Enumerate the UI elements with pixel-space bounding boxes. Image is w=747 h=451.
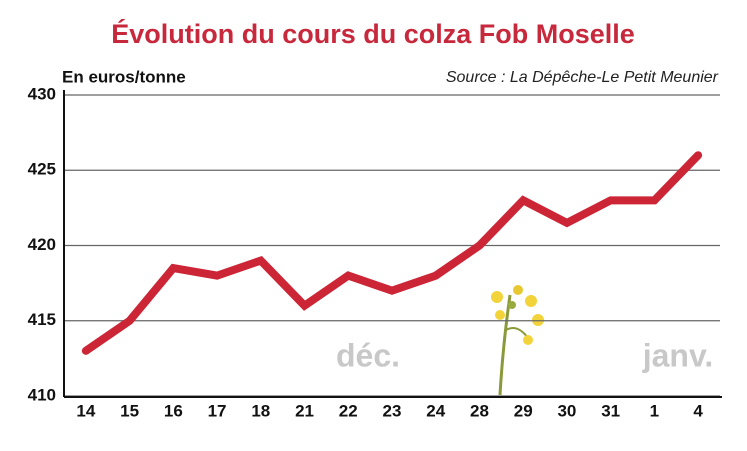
x-tick-label: 18 <box>251 401 270 420</box>
x-tick-label: 21 <box>295 401 314 420</box>
x-tick-label: 4 <box>693 401 703 420</box>
x-tick-label: 17 <box>208 401 227 420</box>
annotation: janv. <box>642 337 714 373</box>
y-axis-label: En euros/tonne <box>62 67 186 86</box>
x-tick-label: 28 <box>470 401 489 420</box>
y-tick-label: 415 <box>28 310 56 329</box>
x-tick-label: 15 <box>120 401 139 420</box>
x-tick-label: 29 <box>514 401 533 420</box>
x-tick-label: 16 <box>164 401 183 420</box>
x-tick-label: 31 <box>601 401 620 420</box>
chart-title: Évolution du cours du colza Fob Moselle <box>111 18 635 49</box>
y-tick-label: 410 <box>28 385 56 404</box>
x-tick-label: 30 <box>557 401 576 420</box>
line-series <box>81 151 703 355</box>
x-tick-label: 1 <box>650 401 659 420</box>
x-tick-label: 14 <box>76 401 95 420</box>
y-tick-label: 420 <box>28 235 56 254</box>
source: Source : La Dépêche-Le Petit Meunier <box>446 69 719 86</box>
x-tick-label: 22 <box>339 401 358 420</box>
x-tick-label: 23 <box>383 401 402 420</box>
flower-illustration <box>491 285 544 396</box>
annotation: déc. <box>336 337 400 373</box>
y-tick-label: 430 <box>28 84 56 103</box>
x-tick-label: 24 <box>426 401 445 420</box>
y-tick-label: 425 <box>28 160 56 179</box>
